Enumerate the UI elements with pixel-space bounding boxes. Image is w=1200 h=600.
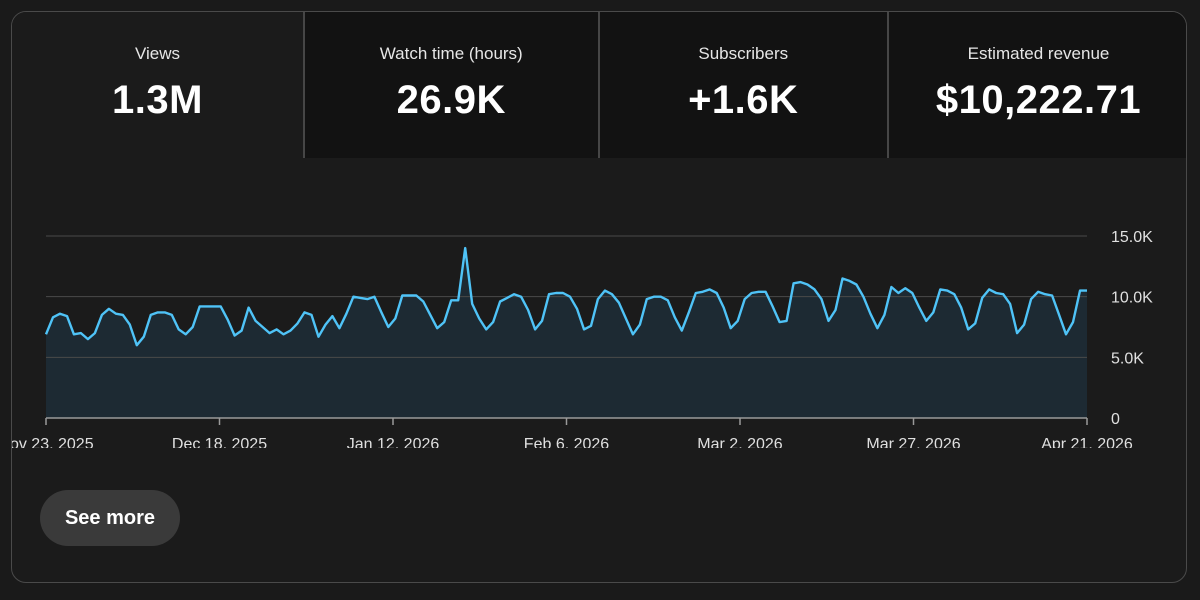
- metric-value-views: 1.3M: [112, 78, 203, 122]
- metric-tab-subscribers[interactable]: Subscribers +1.6K: [599, 12, 887, 158]
- metric-label-subscribers: Subscribers: [698, 44, 789, 63]
- y-tick-label: 15.0K: [1111, 229, 1153, 246]
- x-tick-label: Feb 6, 2026: [524, 436, 610, 448]
- x-tick-label: Mar 27, 2026: [866, 436, 960, 448]
- metric-divider: [887, 12, 889, 158]
- analytics-card: Views 1.3M Watch time (hours) 26.9K Subs…: [11, 11, 1187, 583]
- metric-tab-watch-time[interactable]: Watch time (hours) 26.9K: [304, 12, 598, 158]
- views-area-fill: [46, 248, 1087, 418]
- metric-value-watch-time: 26.9K: [396, 78, 506, 122]
- y-tick-label: 0: [1111, 411, 1120, 428]
- x-tick-label: Jan 12, 2026: [347, 436, 440, 448]
- x-tick-label: Nov 23, 2025: [12, 436, 94, 448]
- metric-label-estimated-revenue: Estimated revenue: [967, 44, 1110, 63]
- metric-divider: [303, 12, 305, 158]
- metric-divider: [598, 12, 600, 158]
- metric-value-estimated-revenue: $10,222.71: [935, 78, 1142, 122]
- views-series-line: [44, 246, 1087, 347]
- metrics-row: Views 1.3M Watch time (hours) 26.9K Subs…: [12, 12, 1186, 158]
- x-tick-label: Apr 21, 2026: [1041, 436, 1133, 448]
- y-tick-label: 10.0K: [1111, 290, 1153, 307]
- views-line-chart: 15.0K 10.0K 5.0K 0 Nov 23, 2025 Dec 18, 2025 J…: [12, 229, 1153, 453]
- metric-tab-estimated-revenue[interactable]: Estimated revenue $10,222.71: [888, 12, 1186, 158]
- x-tick-label: Dec 18, 2025: [172, 436, 267, 448]
- metric-tab-views[interactable]: Views 1.3M: [12, 12, 303, 158]
- x-tick-label: Mar 2, 2026: [697, 436, 782, 448]
- views-chart: 15.0K 10.0K 5.0K 0 Nov 23, 2025 Dec 18, 2025 J…: [12, 158, 1186, 453]
- metric-label-watch-time: Watch time (hours): [379, 44, 523, 63]
- see-more-button[interactable]: See more: [40, 490, 180, 546]
- y-tick-label: 5.0K: [1111, 350, 1144, 367]
- metric-label-views: Views: [134, 44, 181, 63]
- metric-value-subscribers: +1.6K: [688, 78, 799, 122]
